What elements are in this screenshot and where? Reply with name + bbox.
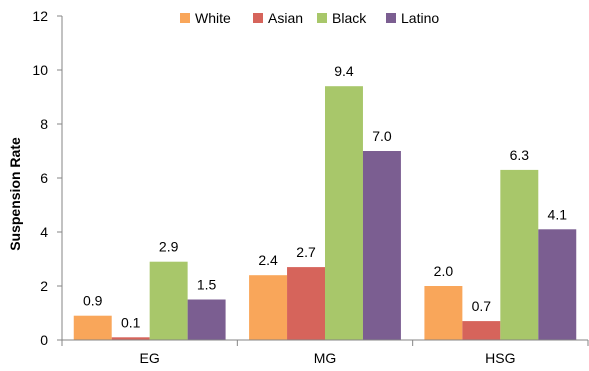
data-label: 7.0 bbox=[372, 128, 392, 144]
bar-black-eg bbox=[149, 261, 188, 340]
bar-latino-mg bbox=[362, 151, 401, 340]
data-label: 2.0 bbox=[434, 263, 454, 279]
y-axis-title: Suspension Rate bbox=[7, 137, 23, 251]
bar-latino-eg bbox=[187, 299, 226, 340]
legend-swatch-asian bbox=[253, 13, 263, 23]
data-label: 9.4 bbox=[334, 63, 354, 79]
legend-label-white: White bbox=[195, 10, 231, 26]
y-tick-label: 0 bbox=[40, 332, 48, 348]
data-label: 1.5 bbox=[197, 277, 217, 293]
y-tick-label: 10 bbox=[32, 62, 48, 78]
legend-swatch-white bbox=[180, 13, 190, 23]
category-label: HSG bbox=[485, 350, 515, 366]
category-label: EG bbox=[140, 350, 160, 366]
y-axis: 0 2 4 6 8 10 12 bbox=[32, 8, 63, 348]
y-tick-label: 12 bbox=[32, 8, 48, 24]
bar-asian-eg bbox=[111, 337, 150, 340]
legend-label-latino: Latino bbox=[401, 10, 439, 26]
y-tick-label: 6 bbox=[40, 170, 48, 186]
data-label: 4.1 bbox=[548, 206, 568, 222]
bar-asian-hsg bbox=[462, 321, 501, 340]
bar-latino-hsg bbox=[538, 229, 577, 340]
data-label: 0.1 bbox=[121, 314, 141, 330]
bar-white-hsg bbox=[424, 286, 463, 340]
x-axis: EG MG HSG bbox=[61, 339, 589, 366]
legend-label-asian: Asian bbox=[268, 10, 303, 26]
legend-label-black: Black bbox=[332, 10, 367, 26]
data-label: 0.7 bbox=[472, 298, 492, 314]
data-label: 2.7 bbox=[296, 244, 316, 260]
bars: 0.9 0.1 2.9 1.5 2.4 2.7 9.4 7.0 2.0 0.7 6.3 4.1 bbox=[73, 63, 577, 340]
data-label: 0.9 bbox=[83, 293, 103, 309]
bar-white-eg bbox=[73, 315, 112, 340]
bar-asian-mg bbox=[287, 267, 325, 340]
legend-swatch-black bbox=[317, 13, 327, 23]
legend: White Asian Black Latino bbox=[180, 10, 439, 26]
y-tick-label: 8 bbox=[40, 116, 48, 132]
y-tick-label: 2 bbox=[40, 278, 48, 294]
bar-black-mg bbox=[325, 86, 363, 340]
data-label: 2.4 bbox=[258, 252, 278, 268]
data-label: 2.9 bbox=[159, 239, 179, 255]
category-label: MG bbox=[314, 350, 337, 366]
bar-black-hsg bbox=[500, 169, 539, 340]
bar-white-mg bbox=[249, 275, 288, 340]
data-label: 6.3 bbox=[510, 147, 530, 163]
y-tick-label: 4 bbox=[40, 224, 48, 240]
legend-swatch-latino bbox=[386, 13, 396, 23]
